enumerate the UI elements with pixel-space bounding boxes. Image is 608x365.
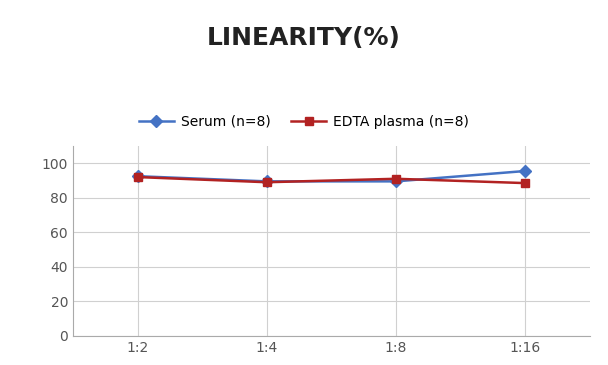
EDTA plasma (n=8) xyxy=(522,181,529,185)
Line: Serum (n=8): Serum (n=8) xyxy=(133,167,530,185)
Serum (n=8) xyxy=(392,179,399,184)
Text: LINEARITY(%): LINEARITY(%) xyxy=(207,26,401,50)
Legend: Serum (n=8), EDTA plasma (n=8): Serum (n=8), EDTA plasma (n=8) xyxy=(134,109,474,134)
Line: EDTA plasma (n=8): EDTA plasma (n=8) xyxy=(133,173,530,187)
Serum (n=8) xyxy=(522,169,529,173)
EDTA plasma (n=8) xyxy=(263,180,271,184)
Serum (n=8) xyxy=(134,174,141,178)
EDTA plasma (n=8) xyxy=(392,177,399,181)
EDTA plasma (n=8) xyxy=(134,175,141,179)
Serum (n=8) xyxy=(263,179,271,184)
